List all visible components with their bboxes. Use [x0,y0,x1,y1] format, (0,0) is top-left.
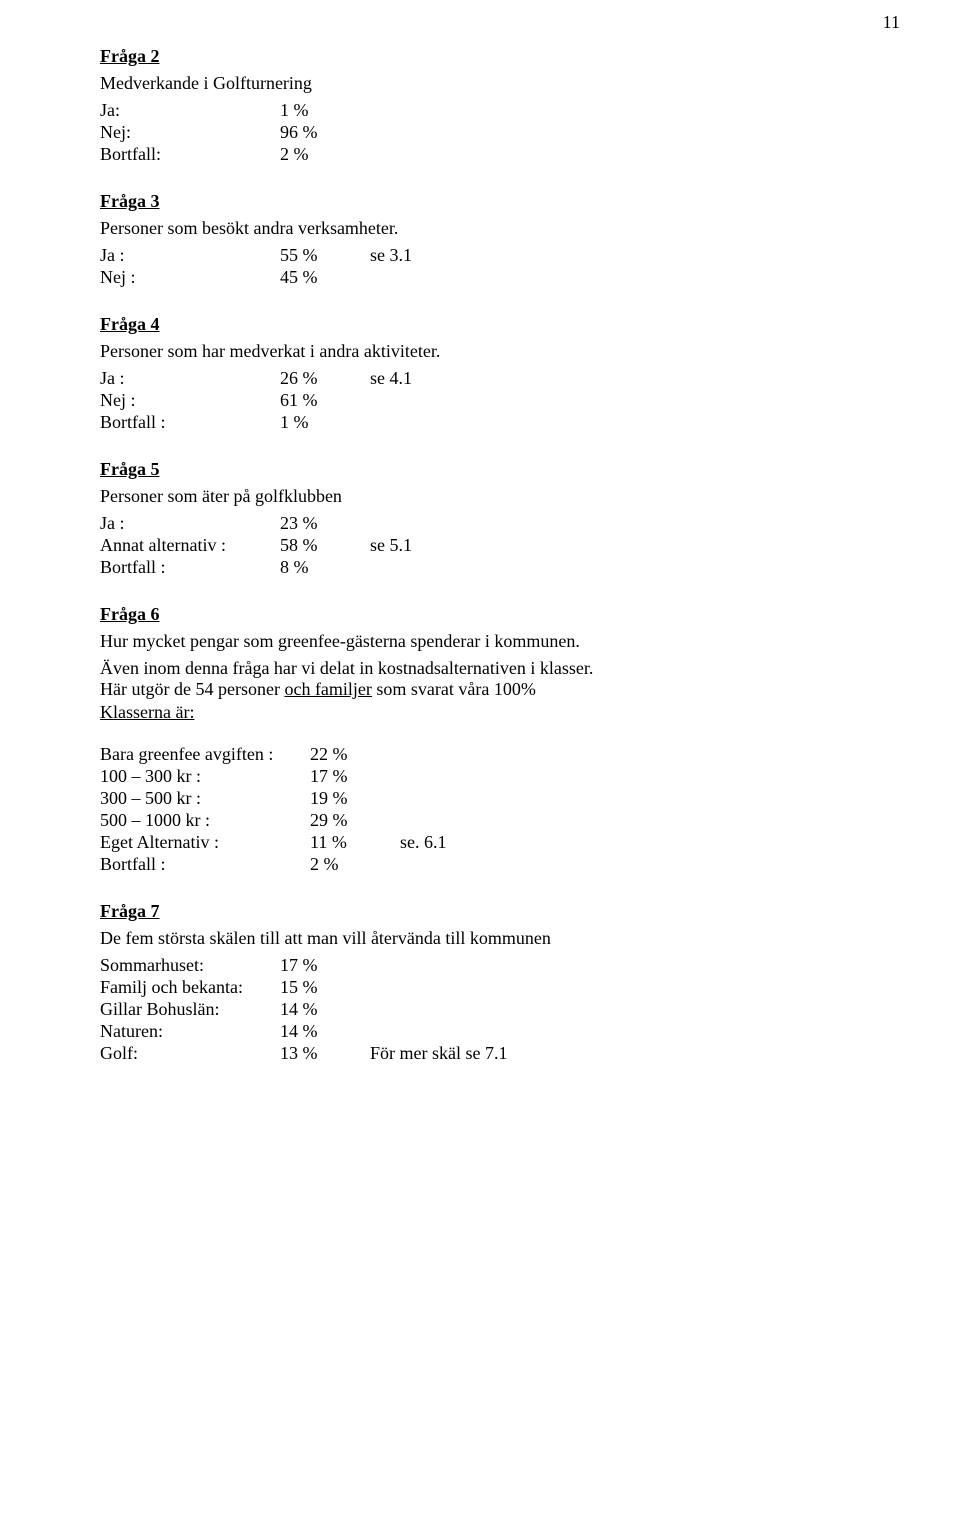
q6-para2-pre: Här utgör de 54 personer [100,679,284,699]
q7-heading: Fråga 7 [100,901,860,922]
row-label: Bortfall : [100,557,280,578]
q6-para2: Här utgör de 54 personer och familjer so… [100,679,860,700]
table-row: Sommarhuset: 17 % [100,955,860,976]
table-row: Bara greenfee avgiften : 22 % [100,744,860,765]
table-row: 500 – 1000 kr : 29 % [100,810,860,831]
q6-para2-underlined: och familjer [284,679,371,699]
row-value: 26 % [280,368,370,389]
row-label: 500 – 1000 kr : [100,810,310,831]
row-label: Ja : [100,368,280,389]
row-value: 1 % [280,100,370,121]
table-row: Ja : 23 % [100,513,860,534]
row-label: Nej : [100,267,280,288]
q5-heading: Fråga 5 [100,459,860,480]
table-row: 100 – 300 kr : 17 % [100,766,860,787]
row-label: Familj och bekanta: [100,977,280,998]
row-label: Bara greenfee avgiften : [100,744,310,765]
row-value: 23 % [280,513,370,534]
row-note: se 4.1 [370,368,412,389]
row-label: 300 – 500 kr : [100,788,310,809]
row-label: Nej : [100,390,280,411]
q3-subtitle: Personer som besökt andra verksamheter. [100,218,860,239]
table-row: Golf: 13 % För mer skäl se 7.1 [100,1043,860,1064]
row-value: 29 % [310,810,400,831]
table-row: Bortfall : 8 % [100,557,860,578]
row-value: 13 % [280,1043,370,1064]
row-value: 8 % [280,557,370,578]
row-label: Golf: [100,1043,280,1064]
row-label: Nej: [100,122,280,143]
row-label: Eget Alternativ : [100,832,310,853]
row-note: se 3.1 [370,245,412,266]
q4-heading: Fråga 4 [100,314,860,335]
document-page: 11 Fråga 2 Medverkande i Golfturnering J… [0,0,960,1125]
q7-subtitle: De fem största skälen till att man vill … [100,928,860,949]
row-value: 96 % [280,122,370,143]
spacer [100,723,860,743]
row-label: Annat alternativ : [100,535,280,556]
row-value: 61 % [280,390,370,411]
row-value: 14 % [280,999,370,1020]
q6-para1: Även inom denna fråga har vi delat in ko… [100,658,860,679]
row-value: 2 % [310,854,400,875]
row-label: Bortfall : [100,412,280,433]
row-value: 19 % [310,788,400,809]
row-note: se. 6.1 [400,832,447,853]
row-value: 14 % [280,1021,370,1042]
table-row: Gillar Bohuslän: 14 % [100,999,860,1020]
row-label: Gillar Bohuslän: [100,999,280,1020]
table-row: 300 – 500 kr : 19 % [100,788,860,809]
row-value: 11 % [310,832,400,853]
q2-subtitle: Medverkande i Golfturnering [100,73,860,94]
row-label: Bortfall: [100,144,280,165]
table-row: Ja : 55 % se 3.1 [100,245,860,266]
q6-para2-post: som svarat våra 100% [372,679,536,699]
row-value: 2 % [280,144,370,165]
table-row: Nej: 96 % [100,122,860,143]
row-value: 1 % [280,412,370,433]
q5-subtitle: Personer som äter på golfklubben [100,486,860,507]
row-value: 17 % [280,955,370,976]
table-row: Nej : 45 % [100,267,860,288]
table-row: Bortfall : 2 % [100,854,860,875]
q4-subtitle: Personer som har medverkat i andra aktiv… [100,341,860,362]
table-row: Ja : 26 % se 4.1 [100,368,860,389]
q3-heading: Fråga 3 [100,191,860,212]
table-row: Ja: 1 % [100,100,860,121]
row-label: Ja: [100,100,280,121]
table-row: Familj och bekanta: 15 % [100,977,860,998]
row-note: För mer skäl se 7.1 [370,1043,507,1064]
page-number: 11 [883,12,900,33]
row-label: Ja : [100,513,280,534]
row-label: Bortfall : [100,854,310,875]
row-label: 100 – 300 kr : [100,766,310,787]
table-row: Eget Alternativ : 11 % se. 6.1 [100,832,860,853]
q6-heading: Fråga 6 [100,604,860,625]
row-value: 45 % [280,267,370,288]
table-row: Bortfall : 1 % [100,412,860,433]
row-value: 58 % [280,535,370,556]
q2-heading: Fråga 2 [100,46,860,67]
table-row: Bortfall: 2 % [100,144,860,165]
row-value: 55 % [280,245,370,266]
table-row: Annat alternativ : 58 % se 5.1 [100,535,860,556]
q6-klasser: Klasserna är: [100,702,860,723]
row-value: 17 % [310,766,400,787]
q6-subtitle: Hur mycket pengar som greenfee-gästerna … [100,631,860,652]
row-note: se 5.1 [370,535,412,556]
row-label: Naturen: [100,1021,280,1042]
table-row: Naturen: 14 % [100,1021,860,1042]
row-value: 22 % [310,744,400,765]
row-label: Sommarhuset: [100,955,280,976]
row-value: 15 % [280,977,370,998]
table-row: Nej : 61 % [100,390,860,411]
row-label: Ja : [100,245,280,266]
